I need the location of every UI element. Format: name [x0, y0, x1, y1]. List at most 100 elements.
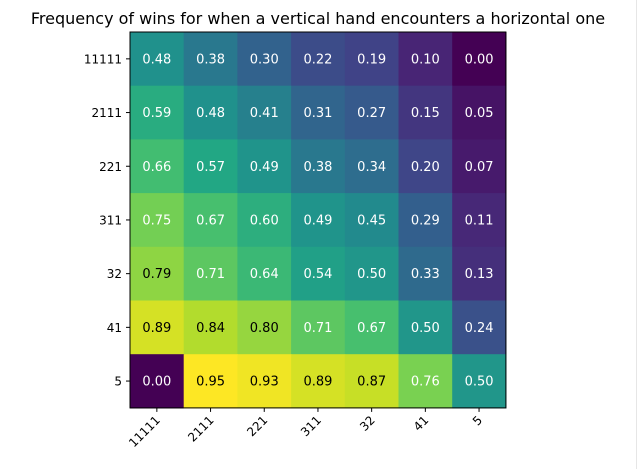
- heatmap-cell: [398, 354, 453, 409]
- heatmap-cell: [130, 32, 185, 87]
- y-tick-label: 32: [107, 267, 122, 281]
- cell-value-label: 0.49: [303, 213, 332, 228]
- cell-value-label: 0.34: [357, 160, 386, 175]
- heatmap-cell: [183, 139, 238, 194]
- heatmap-cell: [452, 246, 507, 302]
- cell-value-label: 0.10: [411, 52, 440, 67]
- heatmap-cell: [130, 139, 185, 194]
- cell-value-label: 0.93: [250, 375, 279, 390]
- cell-value-label: 0.19: [357, 52, 386, 67]
- cell-value-label: 0.71: [303, 321, 332, 336]
- cell-value-label: 0.31: [303, 106, 332, 121]
- cell-value-label: 0.84: [196, 321, 225, 336]
- cell-value-label: 0.50: [357, 267, 386, 282]
- heatmap-cell: [344, 32, 400, 87]
- cell-value-label: 0.50: [465, 375, 494, 390]
- heatmap-cell: [344, 193, 400, 248]
- x-tick-label: 2111: [185, 413, 216, 444]
- heatmap-cell: [183, 354, 238, 409]
- y-tick-label: 5: [114, 375, 122, 389]
- cell-value-label: 0.22: [303, 52, 332, 67]
- cell-value-label: 0.57: [196, 160, 225, 175]
- heatmap-cell: [237, 354, 292, 409]
- heatmap-cell: [183, 193, 238, 248]
- cell-value-label: 0.15: [411, 106, 440, 121]
- heatmap-cell: [237, 246, 292, 302]
- heatmap-cells: [130, 32, 507, 409]
- heatmap-cell: [237, 32, 292, 87]
- cell-value-label: 0.07: [465, 160, 494, 175]
- plot-frame: [129, 31, 507, 409]
- heatmap-cell: [130, 354, 185, 409]
- heatmap-cell: [452, 32, 507, 87]
- cell-value-label: 0.64: [250, 267, 279, 282]
- cell-value-label: 0.50: [411, 321, 440, 336]
- heatmap-cell: [344, 246, 400, 302]
- heatmap-cell: [398, 193, 453, 248]
- heatmap-cell: [291, 139, 346, 194]
- heatmap-cell: [344, 300, 400, 355]
- heatmap-cell: [452, 193, 507, 248]
- cell-value-label: 0.45: [357, 213, 386, 228]
- heatmap-cell: [398, 246, 453, 302]
- cell-value-label: 0.24: [465, 321, 494, 336]
- y-axis: 11111 2111 221 311 32 41 5: [84, 52, 130, 389]
- cell-value-label: 0.29: [411, 213, 440, 228]
- y-tick-label: 11111: [84, 52, 122, 66]
- x-tick-label: 41: [411, 413, 432, 434]
- cell-value-label: 0.27: [357, 106, 386, 121]
- x-axis: 11111 2111 221 311 32 41 5: [126, 407, 485, 450]
- cell-value-label: 0.89: [303, 375, 332, 390]
- heatmap-cell: [291, 246, 346, 302]
- heatmap-cell: [237, 139, 292, 194]
- heatmap-cell: [130, 193, 185, 248]
- heatmap-cell: [452, 85, 507, 140]
- heatmap-cell: [344, 85, 400, 140]
- cell-value-label: 0.48: [142, 52, 171, 67]
- heatmap-cell: [398, 32, 453, 87]
- cell-value-label: 0.11: [465, 213, 494, 228]
- x-tick-label: 5: [470, 413, 485, 428]
- y-tick-label: 221: [99, 160, 122, 174]
- heatmap-cell: [452, 354, 507, 409]
- heatmap-cell: [291, 300, 346, 355]
- heatmap-cell: [237, 300, 292, 355]
- cell-value-label: 0.75: [142, 213, 171, 228]
- cell-value-label: 0.49: [250, 160, 279, 175]
- heatmap-cell: [398, 139, 453, 194]
- cell-value-label: 0.87: [357, 375, 386, 390]
- cell-value-label: 0.66: [142, 160, 171, 175]
- heatmap-cell: [291, 193, 346, 248]
- cell-value-label: 0.05: [465, 106, 494, 121]
- cell-value-label: 0.60: [250, 213, 279, 228]
- heatmap-cell: [452, 139, 507, 194]
- cell-value-label: 0.67: [196, 213, 225, 228]
- x-tick-label: 311: [298, 413, 324, 439]
- cell-value-label: 0.80: [250, 321, 279, 336]
- cell-value-label: 0.33: [411, 267, 440, 282]
- cell-value-label: 0.89: [142, 321, 171, 336]
- chart-title: Frequency of wins for when a vertical ha…: [31, 9, 605, 28]
- cell-value-label: 0.00: [142, 375, 171, 390]
- cell-value-label: 0.48: [196, 106, 225, 121]
- y-tick-label: 2111: [91, 106, 122, 120]
- cell-value-label: 0.67: [357, 321, 386, 336]
- heatmap-cell: [291, 354, 346, 409]
- cell-value-label: 0.79: [142, 267, 171, 282]
- heatmap-cell: [183, 300, 238, 355]
- x-tick-label: 221: [244, 413, 270, 439]
- cell-value-label: 0.71: [196, 267, 225, 282]
- cell-value-label: 0.38: [196, 52, 225, 67]
- cell-value-label: 0.30: [250, 52, 279, 67]
- page-edge-line: [636, 0, 637, 469]
- cell-value-label: 0.54: [303, 267, 332, 282]
- heatmap-cell: [291, 85, 346, 140]
- cell-value-label: 0.41: [250, 106, 279, 121]
- y-tick-label: 41: [107, 321, 122, 335]
- heatmap-cell: [398, 85, 453, 140]
- cell-value-label: 0.20: [411, 160, 440, 175]
- x-tick-label: 32: [357, 413, 378, 434]
- heatmap-cell-labels: 0.48 0.38 0.30 0.22 0.19 0.10 0.00 0.59 0.48 0.41…: [142, 52, 493, 389]
- cell-value-label: 0.13: [465, 267, 494, 282]
